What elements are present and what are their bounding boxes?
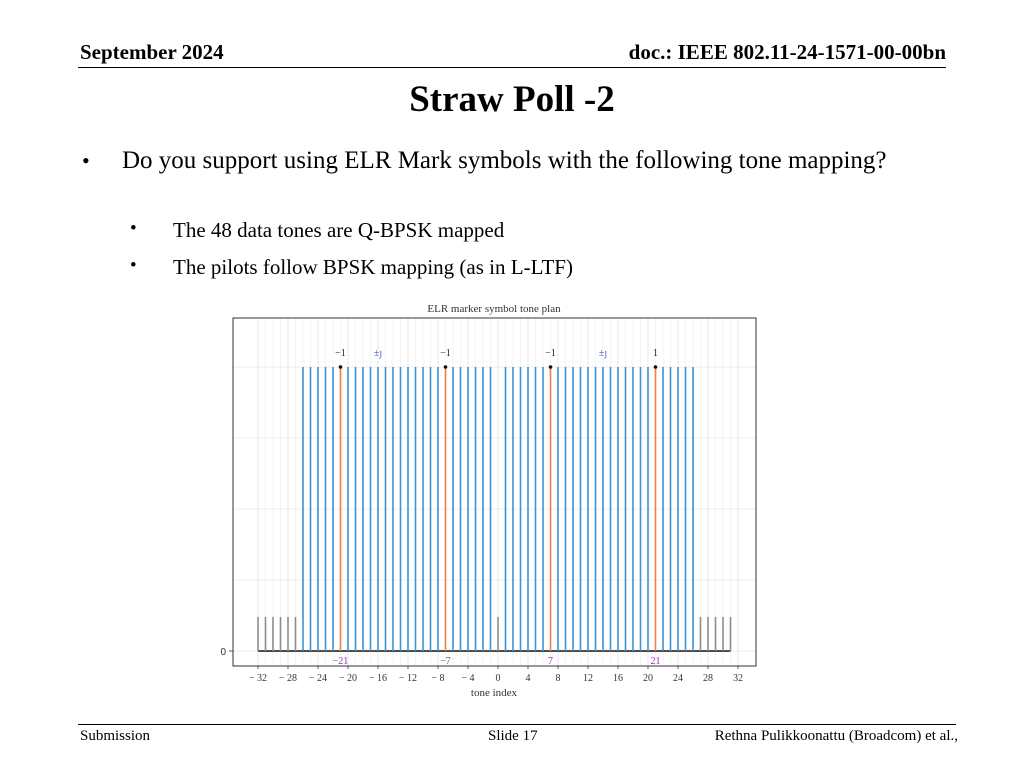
- tone-annotation: −1: [545, 348, 556, 359]
- x-tick-label: 24: [673, 673, 683, 684]
- pilot-tone-marker: [548, 365, 553, 369]
- pilot-tone-marker: [443, 365, 448, 369]
- chart-stems: [257, 365, 732, 652]
- x-tick-label: − 16: [369, 673, 387, 684]
- footer-divider: [78, 724, 956, 725]
- tone-annotation: 1: [653, 348, 658, 359]
- x-tick-label: 20: [643, 673, 653, 684]
- x-tick-label: − 32: [249, 673, 267, 684]
- x-tick-label: − 8: [431, 673, 444, 684]
- x-tick-label: 32: [733, 673, 743, 684]
- tone-annotation: −1: [440, 348, 451, 359]
- bullet-sub-1-text: The 48 data tones are Q-BPSK mapped: [173, 218, 505, 242]
- pilot-index-label: −7: [440, 656, 451, 667]
- x-tick-label: − 24: [309, 673, 327, 684]
- footer-author: Rethna Pulikkoonattu (Broadcom) et al.,: [714, 728, 958, 744]
- x-tick-label: − 12: [399, 673, 417, 684]
- chart-title: ELR marker symbol tone plan: [427, 303, 561, 315]
- pilot-index-label: 7: [548, 656, 553, 667]
- bullet-main-text: Do you support using ELR Mark symbols wi…: [122, 147, 887, 174]
- x-axis-label: tone index: [471, 687, 518, 699]
- x-tick-label: − 28: [279, 673, 297, 684]
- tone-annotation: ±ȷ: [374, 348, 382, 359]
- bullet-sub-2-text: The pilots follow BPSK mapping (as in L-…: [173, 255, 573, 279]
- x-tick-label: 4: [526, 673, 531, 684]
- tone-annotation: ±ȷ: [599, 348, 607, 359]
- slide-title: Straw Poll -2: [409, 79, 615, 120]
- plot-frame: [232, 317, 757, 667]
- pilot-tone-marker: [653, 365, 658, 369]
- footer-slide-number: Slide 17: [488, 728, 538, 744]
- footer-submission: Submission: [80, 728, 151, 744]
- bullet-dot: •: [82, 148, 90, 173]
- x-tick-label: − 20: [339, 673, 357, 684]
- x-tick-label: − 4: [461, 673, 474, 684]
- header-divider: [78, 67, 946, 68]
- x-tick-label: 12: [583, 673, 593, 684]
- tone-annotation: −1: [335, 348, 346, 359]
- y-tick-label: 0: [220, 647, 226, 658]
- tone-plan-chart: ELR marker symbol tone plan −1 ±ȷ −1 −1 ±ȷ 1−…: [220, 303, 757, 699]
- pilot-index-label: −21: [333, 656, 349, 667]
- x-tick-label: 28: [703, 673, 713, 684]
- chart-axes: − 32 − 28 − 24 − 20 − 16 − 12 − 8 − 4 0 4 8 12 16 20 2…: [220, 647, 743, 684]
- x-tick-label: 0: [496, 673, 501, 684]
- bullet-dot: •: [130, 218, 137, 239]
- header-date: September 2024: [80, 40, 224, 64]
- pilot-tone-marker: [338, 365, 343, 369]
- header-doc-id: doc.: IEEE 802.11-24-1571-00-00bn: [628, 40, 946, 64]
- x-tick-label: 16: [613, 673, 623, 684]
- x-tick-label: 8: [556, 673, 561, 684]
- pilot-index-label: 21: [651, 656, 661, 667]
- chart-annotations: −1 ±ȷ −1 −1 ±ȷ 1 −21 −7 7 21: [333, 348, 661, 667]
- bullet-dot: •: [130, 255, 137, 276]
